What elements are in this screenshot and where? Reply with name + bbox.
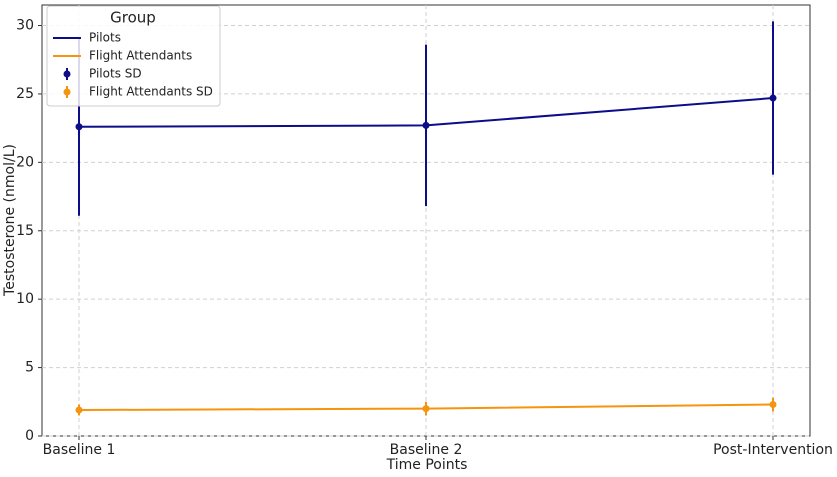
legend-box [46,5,221,107]
point [75,123,83,131]
legend-marker [63,70,71,78]
y-axis-label: Testosterone (nmol/L) [2,144,18,297]
point [769,401,777,409]
legend-label: Flight Attendants SD [89,85,213,99]
legend-label: Pilots [89,31,121,45]
y-tick-label: 5 [25,360,34,376]
legend: Group Pilots Flight Attendants Pilots SD Fli… [46,5,221,107]
point [422,405,430,413]
point [769,94,777,102]
point [422,121,430,129]
y-tick-label: 15 [16,223,34,239]
x-tick-label: Post-Intervention [713,442,833,458]
legend-title: Group [110,9,156,27]
x-tick-label: Baseline 2 [390,442,463,458]
legend-label: Flight Attendants [89,49,192,63]
y-tick-label: 0 [25,428,34,444]
x-tick-label: Baseline 1 [43,442,116,458]
legend-label: Pilots SD [89,67,142,81]
y-tick-label: 10 [16,291,34,307]
legend-marker [63,88,71,96]
x-axis-label: Time Points [386,457,468,473]
point [75,406,83,414]
y-tick-label: 20 [16,154,34,170]
y-tick-label: 30 [16,18,34,34]
y-tick-label: 25 [16,86,34,102]
